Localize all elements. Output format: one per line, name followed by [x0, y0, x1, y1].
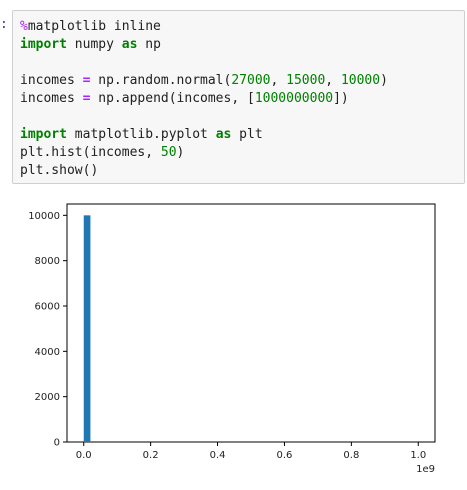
code-token: ,	[270, 73, 287, 88]
x-tick-label: 0.8	[343, 450, 359, 461]
code-token: %	[20, 19, 28, 34]
code-token: 27000	[231, 73, 271, 88]
histogram-bar	[83, 215, 91, 442]
code-token: np.append(incomes, [	[90, 91, 255, 106]
x-tick-label: 0.0	[76, 450, 92, 461]
code-token: =	[82, 91, 91, 106]
code-line: plt.show()	[20, 162, 464, 180]
code-token: as	[215, 127, 232, 142]
code-token: plt	[231, 127, 263, 142]
code-line: import numpy as np	[20, 36, 464, 54]
code-token: np.random.normal(	[90, 73, 232, 88]
code-line: %matplotlib inline	[20, 18, 464, 36]
code-token: 50	[160, 145, 177, 160]
x-offset-label: 1e9	[416, 464, 435, 475]
code-line: plt.hist(incomes, 50)	[20, 144, 464, 162]
code-token: incomes	[20, 73, 83, 88]
code-token: as	[121, 37, 138, 52]
output-area: 0.0 0.2 0.4 0.6 0.8 1.0 0 2000 4000 6000 8000 1000…	[0, 190, 467, 490]
y-tick-label: 10000	[28, 211, 60, 222]
code-line	[20, 108, 464, 126]
histogram-chart: 0.0 0.2 0.4 0.6 0.8 1.0 0 2000 4000 6000 8000 1000…	[28, 203, 436, 475]
code-token: matplotlib.pyplot	[66, 127, 216, 142]
y-tick-label: 4000	[35, 347, 60, 358]
code-token: plt.show()	[20, 163, 99, 178]
code-line: incomes = np.append(incomes, [1000000000…	[20, 90, 464, 108]
code-token: matplotlib inline	[27, 19, 161, 34]
code-token: 15000	[286, 73, 326, 88]
code-token: 1000000000	[254, 91, 334, 106]
code-line: import matplotlib.pyplot as plt	[20, 126, 464, 144]
code-token: plt.hist(incomes,	[20, 145, 161, 160]
y-tick-label: 2000	[35, 392, 60, 403]
plot-frame	[66, 203, 436, 443]
code-token: import	[20, 37, 67, 52]
code-token: =	[82, 73, 91, 88]
code-token: import	[20, 127, 67, 142]
code-cell[interactable]: %matplotlib inline import numpy as np inco…	[12, 10, 465, 184]
x-tick-label: 0.4	[210, 450, 226, 461]
code-token: ,	[325, 73, 341, 88]
x-tick-label: 0.2	[143, 450, 159, 461]
cell-prompt: :	[0, 17, 8, 32]
x-tick-label: 0.6	[277, 450, 293, 461]
code-token: np	[137, 37, 161, 52]
y-tick-label: 0	[54, 438, 60, 449]
code-token: ])	[333, 91, 349, 106]
code-token: numpy	[66, 37, 122, 52]
x-tick-label: 1.0	[410, 450, 426, 461]
code-token: incomes	[20, 91, 83, 106]
code-token: )	[380, 73, 388, 88]
code-line: incomes = np.random.normal(27000, 15000,…	[20, 72, 464, 90]
y-tick-label: 6000	[35, 302, 60, 313]
code-editor[interactable]: %matplotlib inline import numpy as np inco…	[13, 11, 464, 180]
code-token: 10000	[340, 73, 381, 88]
code-line	[20, 54, 464, 72]
code-token: )	[176, 145, 185, 160]
y-tick-label: 8000	[35, 256, 60, 267]
